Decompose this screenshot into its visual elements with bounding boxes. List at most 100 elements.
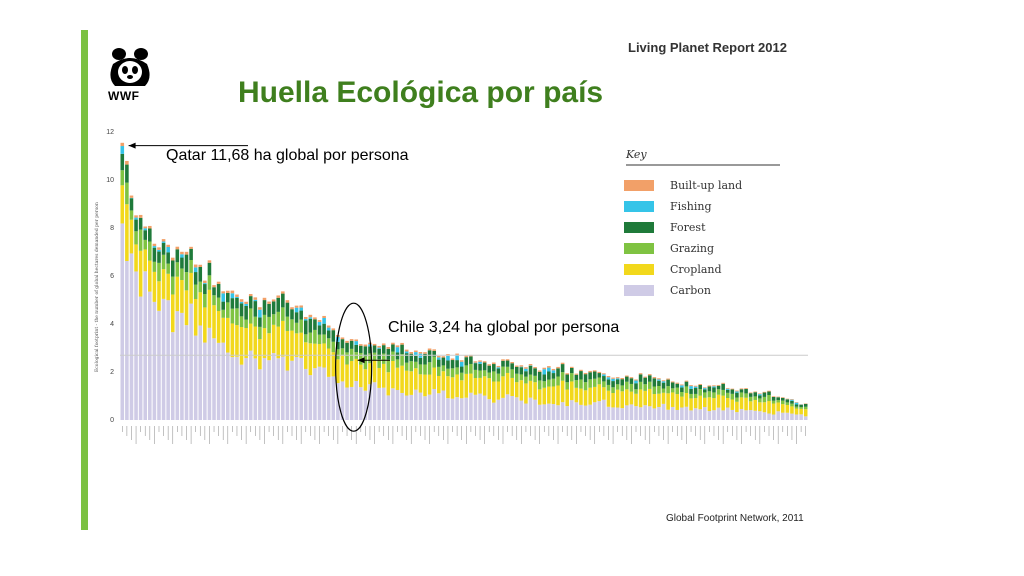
bar-segment-16-3: [193, 272, 198, 285]
bar-segment-72-0: [450, 398, 455, 420]
x-axis-country-labels: [121, 426, 807, 444]
bar-segment-18-5: [203, 280, 207, 284]
bar-segment-136-0: [744, 410, 748, 420]
bar-segment-62-1: [404, 370, 409, 396]
bar-segment-0-1: [120, 185, 125, 224]
annotations: Qatar 11,68 ha global por persona Chile 3…: [128, 142, 619, 432]
bar-segment-64-1: [414, 368, 418, 390]
bar-segment-22-5: [221, 291, 225, 294]
bar-segment-29-5: [253, 297, 258, 300]
bar-segment-110-0: [625, 405, 629, 420]
bar-segment-5-0: [143, 271, 148, 420]
bar-segment-83-2: [501, 366, 505, 377]
bar-segment-122-5: [680, 384, 684, 386]
logo-text: WWF: [108, 89, 140, 103]
bar-segment-115-0: [647, 406, 652, 420]
bar-segment-99-5: [574, 373, 579, 375]
bar-segment-8-1: [157, 281, 161, 311]
bar-segment-93-2: [547, 379, 551, 387]
bar-segment-73-1: [455, 374, 459, 398]
bar-segment-73-2: [455, 367, 459, 375]
bar-segment-15-2: [189, 259, 193, 273]
bar-segment-107-4: [611, 378, 615, 382]
bar-segment-60-5: [395, 345, 400, 348]
bar-segment-0-4: [120, 146, 125, 154]
bar-segment-4-1: [138, 250, 143, 297]
bar-segment-121-2: [675, 387, 680, 395]
bar-segment-11-2: [170, 276, 175, 295]
bar-segment-141-2: [767, 395, 771, 402]
bar-segment-2-3: [129, 198, 134, 211]
bar-segment-10-3: [166, 252, 170, 264]
bar-segment-142-5: [771, 396, 776, 397]
bar-segment-139-1: [758, 402, 762, 412]
bar-segment-134-1: [735, 401, 739, 413]
bar-segment-71-1: [446, 376, 450, 399]
bar-segment-64-3: [414, 355, 418, 362]
bar-segment-74-4: [459, 361, 464, 367]
bar-segment-52-3: [359, 345, 363, 353]
bar-segment-56-0: [377, 387, 381, 420]
bar-segment-63-5: [409, 351, 414, 354]
bar-segment-14-5: [184, 251, 189, 255]
legend-swatch-5: [624, 285, 654, 296]
bar-segment-100-0: [579, 404, 583, 420]
legend-label-3: Grazing: [670, 242, 714, 255]
bar-segment-18-0: [203, 342, 207, 420]
bar-segment-25-0: [235, 356, 239, 420]
bar-segment-129-0: [712, 410, 716, 420]
bar-segment-88-1: [524, 383, 528, 404]
y-tick-label-2: 4: [110, 321, 114, 328]
bar-segment-55-3: [372, 345, 377, 353]
bar-segment-84-1: [505, 372, 510, 395]
bar-segment-35-0: [281, 356, 285, 420]
bar-segment-67-3: [427, 350, 432, 363]
bar-segment-119-5: [666, 378, 670, 380]
bar-segment-81-5: [492, 362, 496, 365]
bar-segment-58-3: [386, 348, 391, 360]
bar-segment-144-5: [780, 397, 785, 398]
bar-segment-46-1: [331, 352, 336, 377]
bar-segment-102-1: [588, 387, 592, 405]
bar-segment-35-3: [281, 293, 285, 308]
bar-segment-5-3: [143, 230, 148, 240]
bar-segment-133-5: [730, 388, 735, 390]
bar-segment-11-1: [170, 294, 175, 333]
bar-segment-105-5: [602, 373, 606, 375]
bar-segment-106-3: [606, 379, 611, 385]
bar-segment-31-2: [262, 314, 267, 329]
bar-segment-113-5: [638, 373, 643, 375]
bar-segment-14-3: [184, 254, 189, 273]
bar-segment-145-5: [785, 398, 790, 400]
bar-segment-101-5: [583, 372, 588, 375]
bar-segment-12-3: [175, 249, 180, 263]
bar-segment-90-2: [533, 375, 537, 383]
bar-segment-3-4: [134, 217, 138, 220]
bar-segment-64-5: [414, 350, 418, 353]
bar-segment-66-0: [423, 396, 427, 420]
bar-segment-109-2: [620, 385, 625, 392]
bar-segment-39-0: [299, 357, 303, 420]
bar-segment-87-1: [519, 380, 524, 401]
bar-segment-55-5: [372, 343, 377, 346]
bar-segment-130-0: [716, 407, 721, 420]
bar-segment-17-3: [198, 266, 203, 282]
bar-segment-75-0: [464, 397, 469, 420]
bar-segment-82-1: [496, 381, 501, 400]
bar-segment-111-1: [629, 391, 634, 405]
bar-segment-60-4: [395, 347, 400, 353]
bar-segment-110-1: [625, 389, 629, 406]
bar-segment-92-5: [542, 367, 547, 370]
bar-segment-4-0: [138, 296, 143, 420]
bar-segment-78-2: [478, 370, 482, 378]
bar-segment-121-1: [675, 394, 680, 410]
bar-segment-146-2: [790, 403, 794, 407]
bar-segment-13-4: [180, 254, 184, 258]
bar-segment-61-3: [400, 344, 404, 355]
bar-segment-119-3: [666, 379, 670, 387]
bar-segment-45-1: [326, 348, 331, 377]
bar-segment-136-5: [744, 388, 748, 389]
bar-segment-12-5: [175, 246, 180, 250]
bar-segment-97-0: [565, 406, 569, 420]
bar-segment-105-3: [602, 376, 606, 382]
